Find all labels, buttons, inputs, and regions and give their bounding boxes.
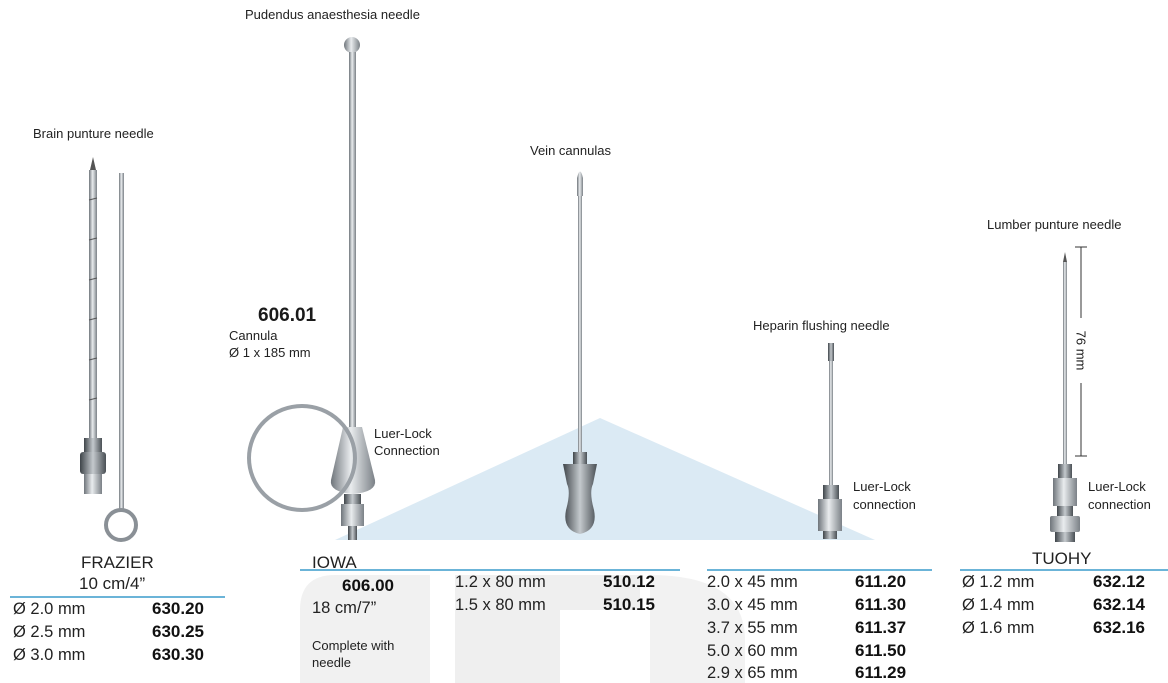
pudendus-code: 606.01 [258,305,317,326]
iowa-name: IOWA [312,553,357,572]
lumber-needle-label: Lumber punture needle [987,217,1122,232]
tuohy-needle-illustration [1050,252,1080,542]
connection-label-3: connection [1088,497,1151,512]
heparin-dim: 3.7 x 55 mm [707,619,798,637]
vein-cannula-label: Vein cannulas [530,143,611,158]
vein-cannula-illustration [563,171,597,534]
iowa-note: needle [312,655,352,670]
dimension-bracket [1075,246,1087,457]
vein-rule [455,569,680,571]
heparin-needle-label: Heparin flushing needle [753,318,890,333]
frazier-dim: Ø 2.5 mm [13,623,86,641]
frazier-rule [10,596,225,598]
tuohy-dim: Ø 1.2 mm [962,573,1035,591]
iowa-rule [300,569,460,571]
luer-lock-label-3: Luer-Lock [1088,479,1146,494]
pudendus-needle-label: Pudendus anaesthesia needle [245,7,420,22]
heparin-dim: 5.0 x 60 mm [707,642,798,660]
pudendus-cannula-size: Ø 1 x 185 mm [229,345,311,360]
frazier-name: FRAZIER [81,553,154,572]
frazier-needle-illustration [80,157,138,542]
pudendus-needle-illustration [247,37,376,540]
connection-label-1: Connection [374,443,440,458]
heparin-code: 611.29 [855,663,907,682]
watermark [300,418,875,683]
heparin-code: 611.30 [855,595,907,614]
heparin-dim: 2.9 x 65 mm [707,664,798,682]
frazier-dim: Ø 2.0 mm [13,600,86,618]
tuohy-dim: Ø 1.6 mm [962,619,1035,637]
vein-code: 510.15 [603,595,655,614]
iowa-size: 18 cm/7” [312,599,377,617]
tuohy-code: 632.16 [1093,618,1145,637]
frazier-size: 10 cm/4” [79,574,146,593]
heparin-dim: 2.0 x 45 mm [707,573,798,591]
vein-dim: 1.2 x 80 mm [455,573,546,591]
iowa-note: Complete with [312,638,395,653]
iowa-code: 606.00 [342,576,394,595]
brain-needle-label: Brain punture needle [33,126,154,141]
vein-code: 510.12 [603,572,655,591]
heparin-dim: 3.0 x 45 mm [707,596,798,614]
frazier-code: 630.20 [152,599,204,618]
dimension-label: 76 mm [1073,330,1089,371]
tuohy-name: TUOHY [1032,549,1092,568]
tuohy-code: 632.12 [1093,572,1145,591]
heparin-rule [707,569,932,571]
heparin-code: 611.20 [855,572,907,591]
heparin-code: 611.50 [855,641,907,660]
frazier-code: 630.30 [152,645,204,664]
connection-label-2: connection [853,497,916,512]
tuohy-code: 632.14 [1093,595,1145,614]
heparin-needle-illustration [818,343,842,539]
pudendus-cannula-label: Cannula [229,328,278,343]
luer-lock-label-1: Luer-Lock [374,426,432,441]
tuohy-dim: Ø 1.4 mm [962,596,1035,614]
luer-lock-label-2: Luer-Lock [853,479,911,494]
frazier-code: 630.25 [152,622,204,641]
frazier-dim: Ø 3.0 mm [13,646,86,664]
heparin-code: 611.37 [855,618,907,637]
vein-dim: 1.5 x 80 mm [455,596,546,614]
tuohy-rule [960,569,1168,571]
